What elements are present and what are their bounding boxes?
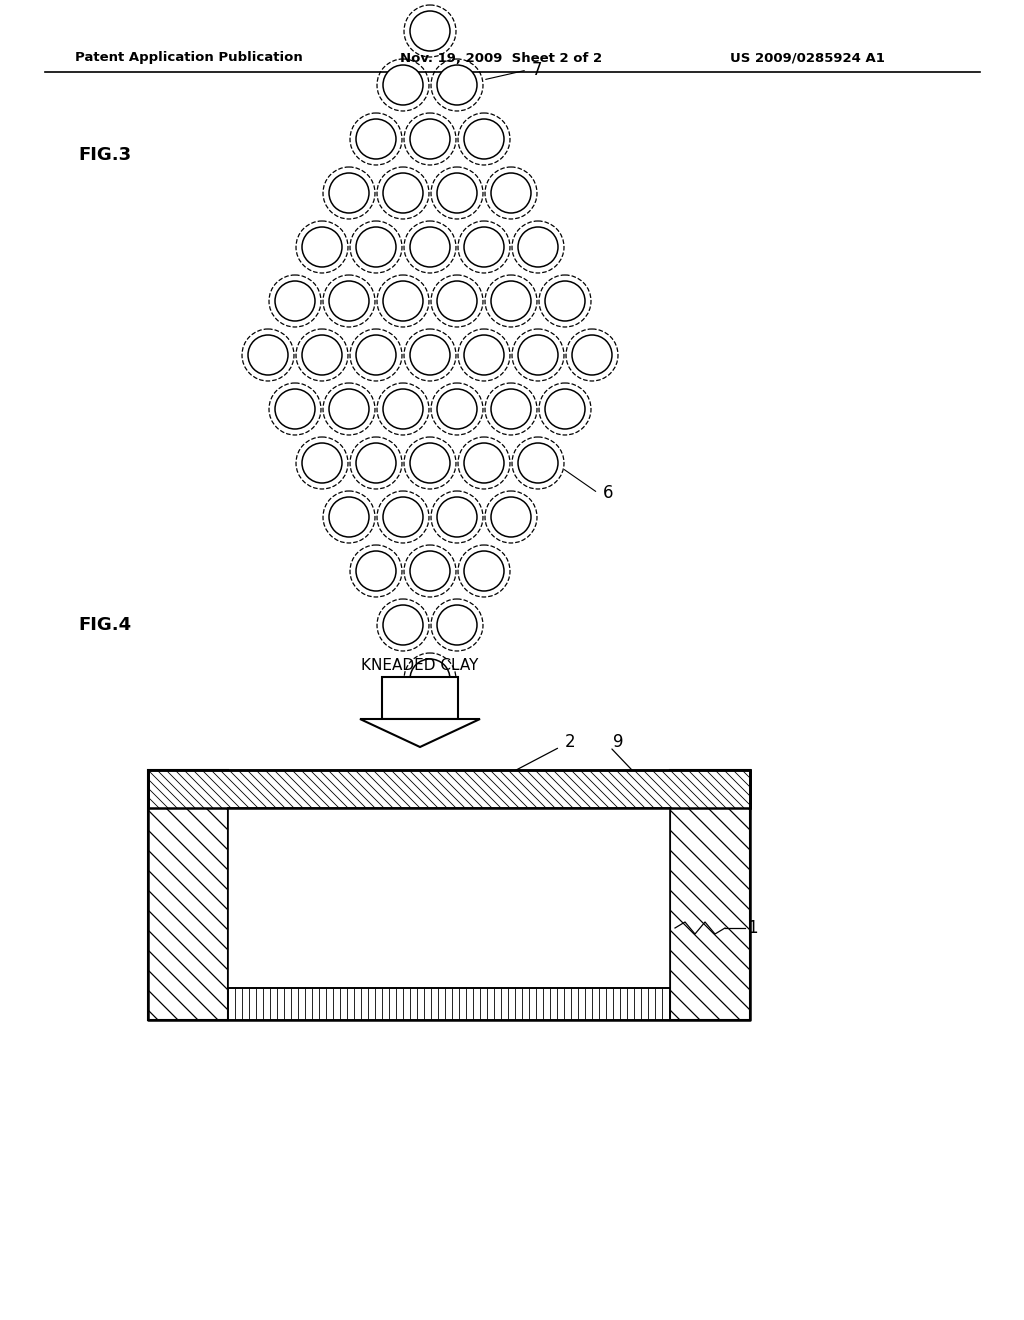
Bar bbox=[148, 770, 750, 808]
Circle shape bbox=[464, 119, 504, 158]
Circle shape bbox=[518, 444, 558, 483]
Text: Nov. 19, 2009  Sheet 2 of 2: Nov. 19, 2009 Sheet 2 of 2 bbox=[400, 51, 602, 65]
Circle shape bbox=[248, 335, 288, 375]
Circle shape bbox=[383, 281, 423, 321]
Circle shape bbox=[275, 389, 315, 429]
Circle shape bbox=[490, 281, 531, 321]
Circle shape bbox=[437, 65, 477, 106]
Circle shape bbox=[490, 498, 531, 537]
Circle shape bbox=[464, 335, 504, 375]
Circle shape bbox=[410, 11, 450, 51]
Text: 9: 9 bbox=[613, 733, 624, 751]
Circle shape bbox=[410, 119, 450, 158]
Text: 5: 5 bbox=[293, 993, 304, 1011]
Circle shape bbox=[410, 444, 450, 483]
Circle shape bbox=[572, 335, 612, 375]
Circle shape bbox=[302, 227, 342, 267]
Circle shape bbox=[410, 335, 450, 375]
Circle shape bbox=[383, 605, 423, 645]
Circle shape bbox=[356, 119, 396, 158]
Circle shape bbox=[356, 335, 396, 375]
Circle shape bbox=[356, 444, 396, 483]
Circle shape bbox=[356, 550, 396, 591]
Circle shape bbox=[329, 498, 369, 537]
Text: 2: 2 bbox=[565, 733, 575, 751]
Circle shape bbox=[329, 281, 369, 321]
Circle shape bbox=[329, 389, 369, 429]
Circle shape bbox=[464, 227, 504, 267]
Circle shape bbox=[464, 550, 504, 591]
Circle shape bbox=[383, 173, 423, 213]
Bar bbox=[670, 770, 750, 1020]
Bar bbox=[148, 770, 228, 1020]
Circle shape bbox=[490, 173, 531, 213]
Circle shape bbox=[490, 389, 531, 429]
Circle shape bbox=[437, 389, 477, 429]
Circle shape bbox=[410, 227, 450, 267]
Circle shape bbox=[437, 281, 477, 321]
Text: Patent Application Publication: Patent Application Publication bbox=[75, 51, 303, 65]
Text: 7: 7 bbox=[532, 61, 543, 79]
Text: FIG.4: FIG.4 bbox=[78, 616, 131, 634]
Circle shape bbox=[410, 550, 450, 591]
Text: US 2009/0285924 A1: US 2009/0285924 A1 bbox=[730, 51, 885, 65]
Circle shape bbox=[518, 227, 558, 267]
Circle shape bbox=[518, 335, 558, 375]
Circle shape bbox=[545, 389, 585, 429]
Text: KNEADED CLAY: KNEADED CLAY bbox=[361, 657, 478, 672]
Text: 6: 6 bbox=[603, 484, 613, 502]
Circle shape bbox=[383, 498, 423, 537]
Circle shape bbox=[302, 444, 342, 483]
Circle shape bbox=[329, 173, 369, 213]
Bar bbox=[228, 987, 670, 1020]
Circle shape bbox=[356, 227, 396, 267]
Circle shape bbox=[437, 498, 477, 537]
Polygon shape bbox=[360, 719, 480, 747]
Text: 10: 10 bbox=[437, 869, 461, 887]
Circle shape bbox=[437, 605, 477, 645]
Bar bbox=[382, 677, 458, 719]
Circle shape bbox=[302, 335, 342, 375]
Text: FIG.3: FIG.3 bbox=[78, 147, 131, 164]
Circle shape bbox=[383, 389, 423, 429]
Circle shape bbox=[410, 659, 450, 700]
Circle shape bbox=[275, 281, 315, 321]
Circle shape bbox=[464, 444, 504, 483]
Text: 1: 1 bbox=[746, 919, 758, 937]
Circle shape bbox=[437, 173, 477, 213]
Circle shape bbox=[383, 65, 423, 106]
Circle shape bbox=[545, 281, 585, 321]
Bar bbox=[228, 808, 670, 987]
